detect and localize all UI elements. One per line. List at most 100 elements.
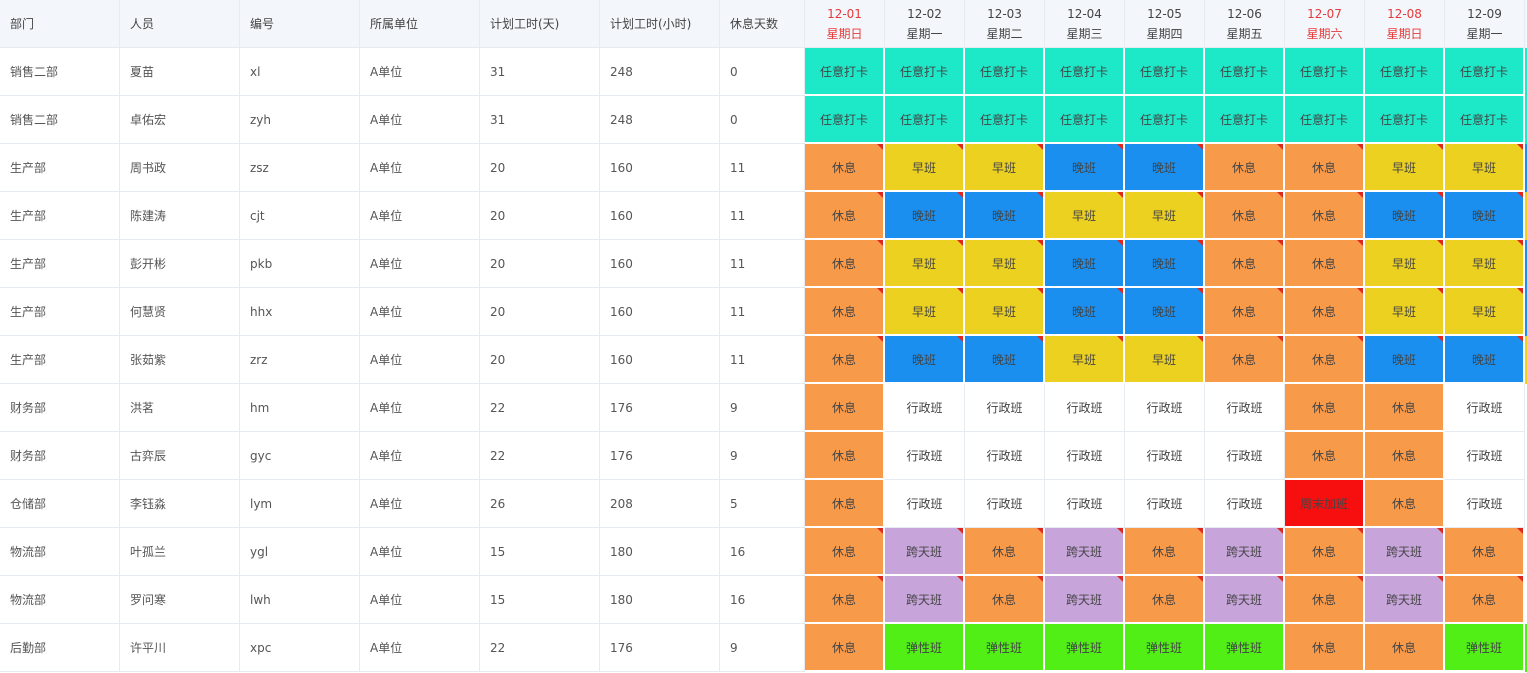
shift-cell[interactable]: 早班: [1045, 192, 1125, 240]
shift-cell[interactable]: 行政班: [1205, 384, 1285, 432]
shift-cell[interactable]: 晚班: [1365, 192, 1445, 240]
shift-cell[interactable]: 任意打卡: [1445, 96, 1525, 144]
shift-cell[interactable]: 晚班: [965, 192, 1045, 240]
shift-cell[interactable]: 行政班: [1445, 384, 1525, 432]
shift-cell[interactable]: 任意打卡: [1125, 96, 1205, 144]
shift-cell[interactable]: 晚班: [885, 192, 965, 240]
shift-cell[interactable]: 晚班: [965, 336, 1045, 384]
shift-cell[interactable]: 早班: [1445, 288, 1525, 336]
shift-cell[interactable]: 早班: [965, 144, 1045, 192]
shift-cell[interactable]: 晚班: [1125, 144, 1205, 192]
shift-cell[interactable]: 弹性班: [965, 624, 1045, 672]
shift-cell[interactable]: 休息: [1205, 240, 1285, 288]
shift-cell[interactable]: 行政班: [965, 384, 1045, 432]
shift-cell[interactable]: 休息: [805, 144, 885, 192]
shift-cell[interactable]: 休息: [1365, 432, 1445, 480]
shift-cell[interactable]: 休息: [965, 576, 1045, 624]
shift-cell[interactable]: 任意打卡: [1365, 48, 1445, 96]
shift-cell[interactable]: 休息: [1365, 384, 1445, 432]
shift-cell[interactable]: 休息: [805, 384, 885, 432]
shift-cell[interactable]: 休息: [805, 624, 885, 672]
shift-cell[interactable]: 跨天班: [1205, 576, 1285, 624]
shift-cell[interactable]: 周末加班: [1285, 480, 1365, 528]
shift-cell[interactable]: 跨天班: [1045, 576, 1125, 624]
shift-cell[interactable]: 休息: [805, 192, 885, 240]
shift-cell[interactable]: 行政班: [1125, 480, 1205, 528]
shift-cell[interactable]: 行政班: [1125, 384, 1205, 432]
shift-cell[interactable]: 行政班: [1045, 432, 1125, 480]
shift-cell[interactable]: 任意打卡: [1205, 96, 1285, 144]
shift-cell[interactable]: 休息: [1285, 528, 1365, 576]
shift-cell[interactable]: 行政班: [1045, 480, 1125, 528]
shift-cell[interactable]: 跨天班: [885, 528, 965, 576]
shift-cell[interactable]: 任意打卡: [1125, 48, 1205, 96]
shift-cell[interactable]: 休息: [805, 528, 885, 576]
shift-cell[interactable]: 任意打卡: [805, 48, 885, 96]
shift-cell[interactable]: 任意打卡: [885, 96, 965, 144]
shift-cell[interactable]: 休息: [1285, 192, 1365, 240]
shift-cell[interactable]: 早班: [1045, 336, 1125, 384]
shift-cell[interactable]: 休息: [1285, 384, 1365, 432]
shift-cell[interactable]: 休息: [1365, 480, 1445, 528]
shift-cell[interactable]: 行政班: [965, 432, 1045, 480]
shift-cell[interactable]: 任意打卡: [1285, 96, 1365, 144]
shift-cell[interactable]: 弹性班: [1125, 624, 1205, 672]
shift-cell[interactable]: 跨天班: [1205, 528, 1285, 576]
shift-cell[interactable]: 任意打卡: [965, 96, 1045, 144]
shift-cell[interactable]: 早班: [1125, 336, 1205, 384]
shift-cell[interactable]: 休息: [965, 528, 1045, 576]
shift-cell[interactable]: 休息: [805, 336, 885, 384]
shift-cell[interactable]: 休息: [1125, 576, 1205, 624]
shift-cell[interactable]: 行政班: [1045, 384, 1125, 432]
shift-cell[interactable]: 晚班: [1365, 336, 1445, 384]
shift-cell[interactable]: 早班: [885, 144, 965, 192]
shift-cell[interactable]: 休息: [1285, 288, 1365, 336]
shift-cell[interactable]: 弹性班: [885, 624, 965, 672]
shift-cell[interactable]: 任意打卡: [1205, 48, 1285, 96]
shift-cell[interactable]: 晚班: [1045, 144, 1125, 192]
shift-cell[interactable]: 休息: [1285, 576, 1365, 624]
shift-cell[interactable]: 弹性班: [1205, 624, 1285, 672]
shift-cell[interactable]: 任意打卡: [1365, 96, 1445, 144]
shift-cell[interactable]: 休息: [1445, 576, 1525, 624]
shift-cell[interactable]: 休息: [1205, 192, 1285, 240]
shift-cell[interactable]: 任意打卡: [1445, 48, 1525, 96]
shift-cell[interactable]: 晚班: [1045, 240, 1125, 288]
shift-cell[interactable]: 休息: [1285, 144, 1365, 192]
shift-cell[interactable]: 休息: [805, 480, 885, 528]
shift-cell[interactable]: 休息: [1205, 288, 1285, 336]
shift-cell[interactable]: 休息: [1205, 144, 1285, 192]
shift-cell[interactable]: 早班: [1365, 144, 1445, 192]
shift-cell[interactable]: 早班: [885, 240, 965, 288]
shift-cell[interactable]: 跨天班: [885, 576, 965, 624]
shift-cell[interactable]: 早班: [1365, 288, 1445, 336]
shift-cell[interactable]: 早班: [1125, 192, 1205, 240]
shift-cell[interactable]: 休息: [1205, 336, 1285, 384]
shift-cell[interactable]: 任意打卡: [805, 96, 885, 144]
shift-cell[interactable]: 早班: [1445, 240, 1525, 288]
shift-cell[interactable]: 早班: [965, 240, 1045, 288]
shift-cell[interactable]: 休息: [1285, 336, 1365, 384]
shift-cell[interactable]: 行政班: [965, 480, 1045, 528]
shift-cell[interactable]: 跨天班: [1045, 528, 1125, 576]
shift-cell[interactable]: 休息: [1365, 624, 1445, 672]
shift-cell[interactable]: 行政班: [1205, 432, 1285, 480]
shift-cell[interactable]: 早班: [885, 288, 965, 336]
shift-cell[interactable]: 行政班: [885, 384, 965, 432]
shift-cell[interactable]: 任意打卡: [965, 48, 1045, 96]
shift-cell[interactable]: 休息: [805, 240, 885, 288]
shift-cell[interactable]: 晚班: [1445, 192, 1525, 240]
shift-cell[interactable]: 晚班: [1445, 336, 1525, 384]
shift-cell[interactable]: 任意打卡: [1045, 96, 1125, 144]
shift-cell[interactable]: 行政班: [885, 432, 965, 480]
shift-cell[interactable]: 休息: [1285, 240, 1365, 288]
shift-cell[interactable]: 任意打卡: [1045, 48, 1125, 96]
shift-cell[interactable]: 行政班: [1445, 432, 1525, 480]
shift-cell[interactable]: 弹性班: [1445, 624, 1525, 672]
shift-cell[interactable]: 晚班: [885, 336, 965, 384]
shift-cell[interactable]: 晚班: [1125, 240, 1205, 288]
shift-cell[interactable]: 行政班: [1125, 432, 1205, 480]
shift-cell[interactable]: 晚班: [1125, 288, 1205, 336]
shift-cell[interactable]: 早班: [1445, 144, 1525, 192]
shift-cell[interactable]: 弹性班: [1045, 624, 1125, 672]
